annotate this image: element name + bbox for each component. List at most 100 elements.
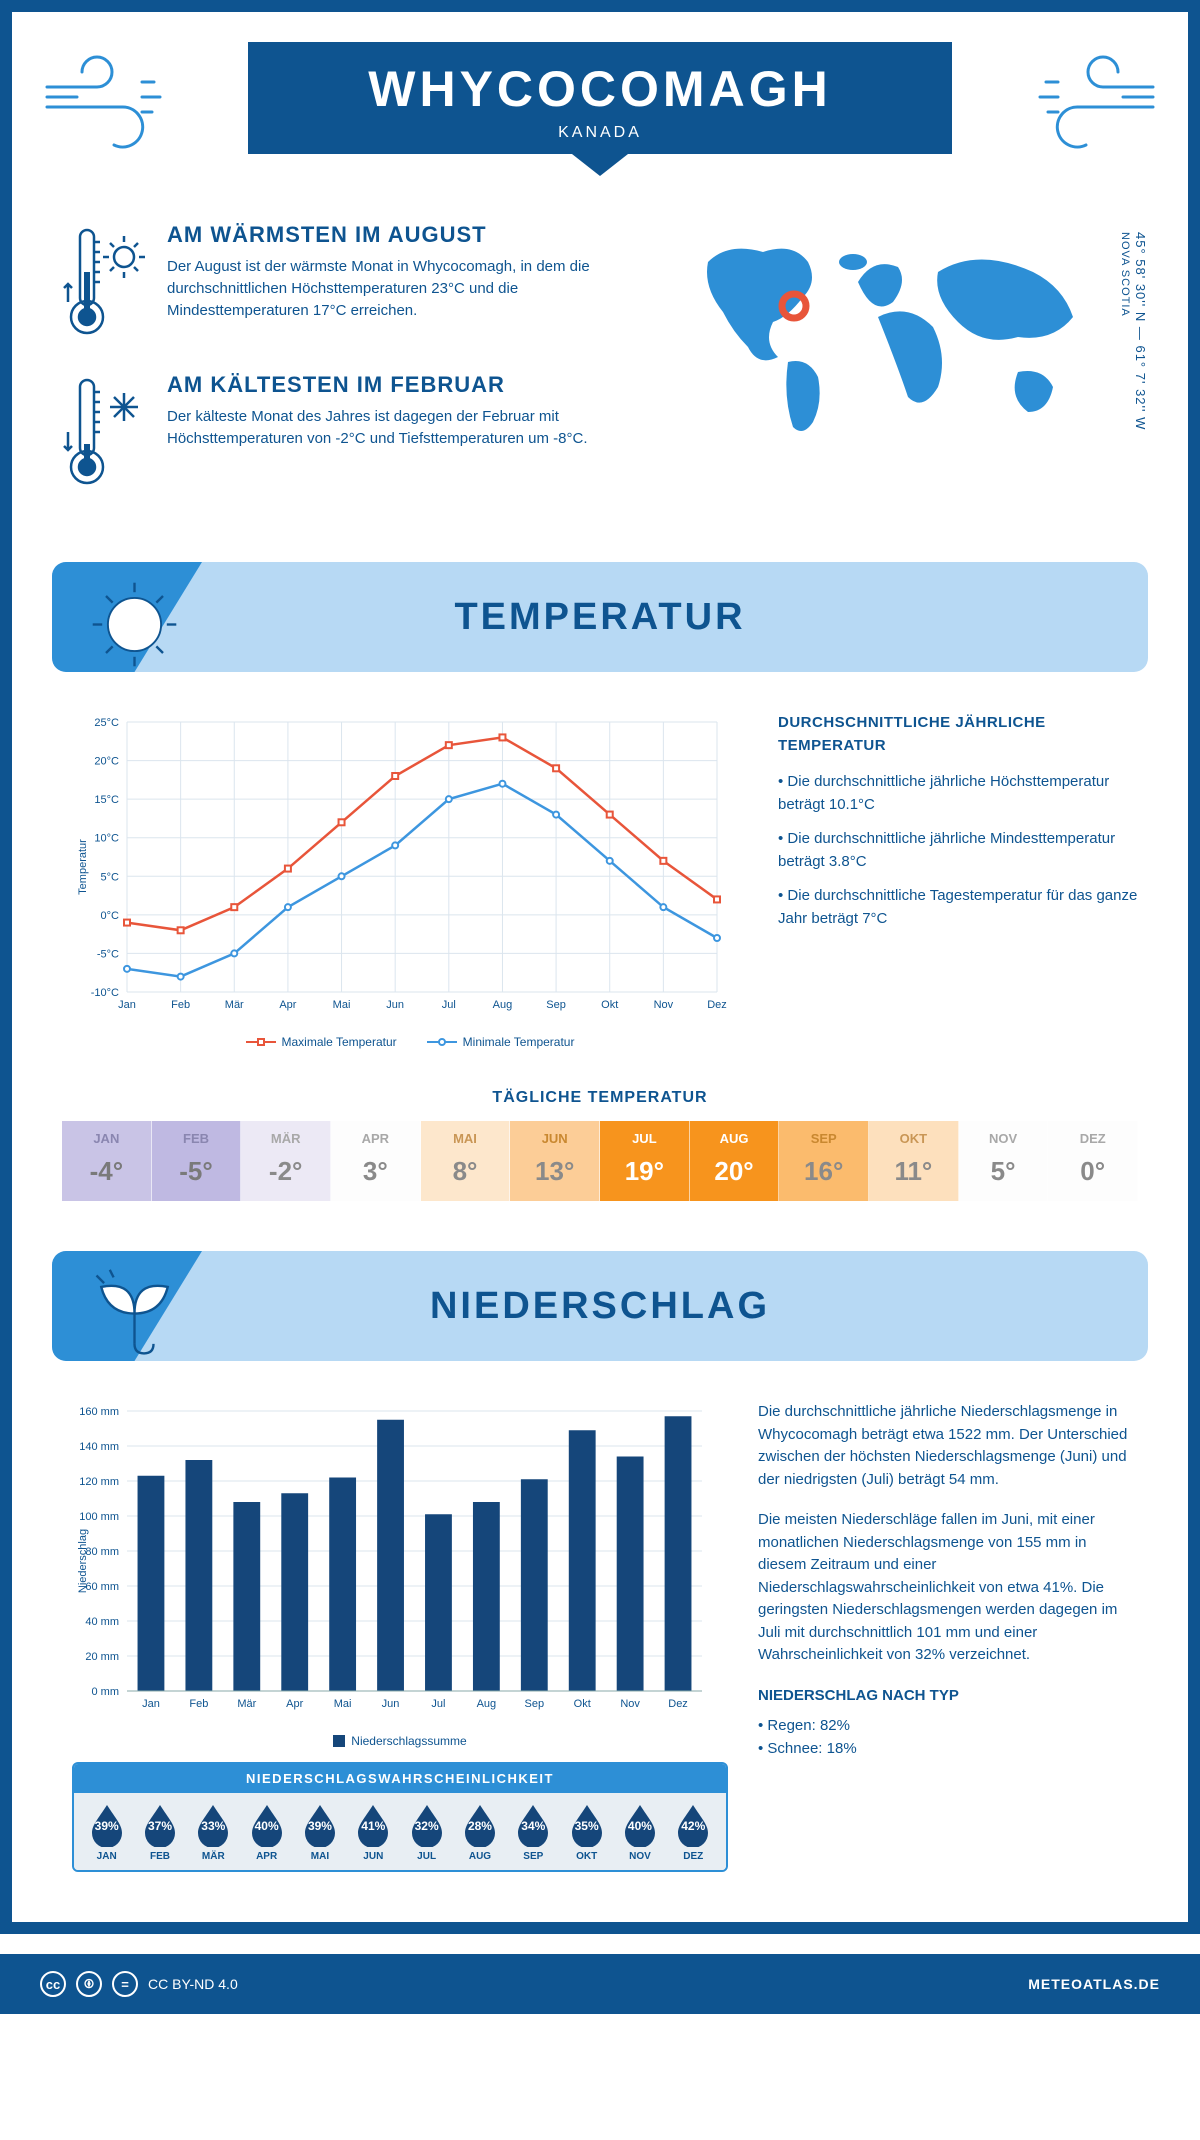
coldest-text: AM KÄLTESTEN IM FEBRUAR Der kälteste Mon… bbox=[167, 372, 648, 492]
license-text: CC BY-ND 4.0 bbox=[148, 1976, 238, 1992]
svg-text:60 mm: 60 mm bbox=[85, 1581, 119, 1593]
umbrella-icon bbox=[87, 1266, 182, 1361]
svg-text:Nov: Nov bbox=[620, 1698, 640, 1710]
prob-cell: 33%MÄR bbox=[187, 1803, 240, 1862]
license-block: cc 🅯 = CC BY-ND 4.0 bbox=[40, 1971, 238, 1997]
heat-cell: APR3° bbox=[331, 1121, 421, 1201]
world-map-icon bbox=[678, 222, 1098, 452]
temp-bullet-3: • Die durchschnittliche Tagestemperatur … bbox=[778, 885, 1138, 930]
temperature-info: DURCHSCHNITTLICHE JÄHRLICHE TEMPERATUR •… bbox=[778, 712, 1138, 1049]
svg-text:Okt: Okt bbox=[601, 999, 618, 1011]
precip-type2: • Schnee: 18% bbox=[758, 1738, 1138, 1761]
temp-info-heading: DURCHSCHNITTLICHE JÄHRLICHE TEMPERATUR bbox=[778, 712, 1138, 757]
svg-text:Mai: Mai bbox=[333, 999, 351, 1011]
header: WHYCOCOMAGH KANADA bbox=[12, 12, 1188, 212]
temp-bullet-1: • Die durchschnittliche jährliche Höchst… bbox=[778, 771, 1138, 816]
temperature-section-header: TEMPERATUR bbox=[52, 562, 1148, 672]
svg-text:-10°C: -10°C bbox=[91, 987, 119, 999]
svg-text:Aug: Aug bbox=[493, 999, 513, 1011]
svg-text:Sep: Sep bbox=[525, 1698, 545, 1710]
precip-legend-label: Niederschlagssumme bbox=[351, 1734, 466, 1748]
heat-cell: NOV5° bbox=[959, 1121, 1049, 1201]
svg-text:Jul: Jul bbox=[431, 1698, 445, 1710]
svg-text:25°C: 25°C bbox=[94, 717, 119, 729]
prob-cell: 40%APR bbox=[240, 1803, 293, 1862]
svg-text:Jun: Jun bbox=[386, 999, 404, 1011]
svg-text:Jan: Jan bbox=[118, 999, 136, 1011]
prob-title: NIEDERSCHLAGSWAHRSCHEINLICHKEIT bbox=[74, 1764, 726, 1793]
precip-chart: 0 mm20 mm40 mm60 mm80 mm100 mm120 mm140 … bbox=[72, 1401, 728, 1872]
heat-cell: MÄR-2° bbox=[241, 1121, 331, 1201]
svg-text:Mär: Mär bbox=[237, 1698, 256, 1710]
svg-text:80 mm: 80 mm bbox=[85, 1546, 119, 1558]
page: WHYCOCOMAGH KANADA bbox=[0, 0, 1200, 1934]
svg-text:Dez: Dez bbox=[668, 1698, 688, 1710]
heat-cell: JAN-4° bbox=[62, 1121, 152, 1201]
warmest-body: Der August ist der wärmste Monat in Whyc… bbox=[167, 256, 648, 321]
temperature-content: -10°C-5°C0°C5°C10°C15°C20°C25°CJanFebMär… bbox=[12, 702, 1188, 1069]
heat-cell: SEP16° bbox=[779, 1121, 869, 1201]
svg-text:Jan: Jan bbox=[142, 1698, 160, 1710]
svg-text:Mai: Mai bbox=[334, 1698, 352, 1710]
sun-icon bbox=[87, 577, 182, 672]
precip-bar-chart: 0 mm20 mm40 mm60 mm80 mm100 mm120 mm140 … bbox=[72, 1401, 712, 1721]
heat-cell: DEZ0° bbox=[1048, 1121, 1138, 1201]
prob-cell: 40%NOV bbox=[613, 1803, 666, 1862]
coldest-body: Der kälteste Monat des Jahres ist dagege… bbox=[167, 406, 648, 450]
precip-type1: • Regen: 82% bbox=[758, 1715, 1138, 1738]
svg-text:Jun: Jun bbox=[382, 1698, 400, 1710]
daily-temp-title: TÄGLICHE TEMPERATUR bbox=[12, 1089, 1188, 1107]
daily-temp-heatmap: JAN-4°FEB-5°MÄR-2°APR3°MAI8°JUN13°JUL19°… bbox=[62, 1121, 1138, 1201]
precip-type-heading: NIEDERSCHLAG NACH TYP bbox=[758, 1685, 1138, 1708]
svg-text:-5°C: -5°C bbox=[97, 948, 119, 960]
prob-cell: 37%FEB bbox=[133, 1803, 186, 1862]
warmest-text: AM WÄRMSTEN IM AUGUST Der August ist der… bbox=[167, 222, 648, 342]
svg-text:Feb: Feb bbox=[189, 1698, 208, 1710]
coords-region: NOVA SCOTIA bbox=[1119, 232, 1131, 317]
heat-cell: JUN13° bbox=[510, 1121, 600, 1201]
nd-icon: = bbox=[112, 1971, 138, 1997]
svg-text:Feb: Feb bbox=[171, 999, 190, 1011]
thermometer-hot-icon bbox=[62, 222, 147, 342]
svg-text:15°C: 15°C bbox=[94, 794, 119, 806]
svg-text:140 mm: 140 mm bbox=[79, 1441, 119, 1453]
prob-cell: 34%SEP bbox=[507, 1803, 560, 1862]
prob-cell: 39%JAN bbox=[80, 1803, 133, 1862]
legend-min: Minimale Temperatur bbox=[427, 1035, 575, 1049]
svg-text:Sep: Sep bbox=[546, 999, 566, 1011]
precip-legend-item: Niederschlagssumme bbox=[333, 1734, 466, 1748]
coldest-heading: AM KÄLTESTEN IM FEBRUAR bbox=[167, 372, 648, 398]
precip-p2: Die meisten Niederschläge fallen im Juni… bbox=[758, 1509, 1138, 1667]
cc-icon: cc bbox=[40, 1971, 66, 1997]
svg-text:Dez: Dez bbox=[707, 999, 727, 1011]
intro-facts: AM WÄRMSTEN IM AUGUST Der August ist der… bbox=[62, 222, 648, 522]
svg-text:Temperatur: Temperatur bbox=[77, 839, 89, 895]
svg-text:Aug: Aug bbox=[477, 1698, 497, 1710]
precip-p1: Die durchschnittliche jährliche Niedersc… bbox=[758, 1401, 1138, 1491]
temp-bullet-2: • Die durchschnittliche jährliche Mindes… bbox=[778, 828, 1138, 873]
prob-cell: 39%MAI bbox=[293, 1803, 346, 1862]
precip-content: 0 mm20 mm40 mm60 mm80 mm100 mm120 mm140 … bbox=[12, 1391, 1188, 1902]
svg-text:Okt: Okt bbox=[574, 1698, 591, 1710]
svg-text:5°C: 5°C bbox=[101, 871, 120, 883]
svg-text:0°C: 0°C bbox=[101, 910, 120, 922]
precip-legend: Niederschlagssumme bbox=[72, 1734, 728, 1748]
coordinates: 45° 58' 30'' N — 61° 7' 32'' W NOVA SCOT… bbox=[1118, 232, 1148, 452]
prob-cell: 42%DEZ bbox=[667, 1803, 720, 1862]
map-block: 45° 58' 30'' N — 61° 7' 32'' W NOVA SCOT… bbox=[678, 222, 1138, 522]
svg-text:20 mm: 20 mm bbox=[85, 1651, 119, 1663]
svg-text:Apr: Apr bbox=[286, 1698, 303, 1710]
prob-cell: 35%OKT bbox=[560, 1803, 613, 1862]
thermometer-cold-icon bbox=[62, 372, 147, 492]
temp-legend: Maximale Temperatur Minimale Temperatur bbox=[72, 1035, 748, 1049]
wind-decoration-right bbox=[1018, 47, 1158, 157]
svg-text:10°C: 10°C bbox=[94, 833, 119, 845]
coords-latlon: 45° 58' 30'' N — 61° 7' 32'' W bbox=[1133, 232, 1148, 430]
precip-section-header: NIEDERSCHLAG bbox=[52, 1251, 1148, 1361]
heat-cell: FEB-5° bbox=[152, 1121, 242, 1201]
svg-text:100 mm: 100 mm bbox=[79, 1511, 119, 1523]
svg-text:20°C: 20°C bbox=[94, 756, 119, 768]
prob-cell: 28%AUG bbox=[453, 1803, 506, 1862]
warmest-fact: AM WÄRMSTEN IM AUGUST Der August ist der… bbox=[62, 222, 648, 342]
svg-text:120 mm: 120 mm bbox=[79, 1476, 119, 1488]
